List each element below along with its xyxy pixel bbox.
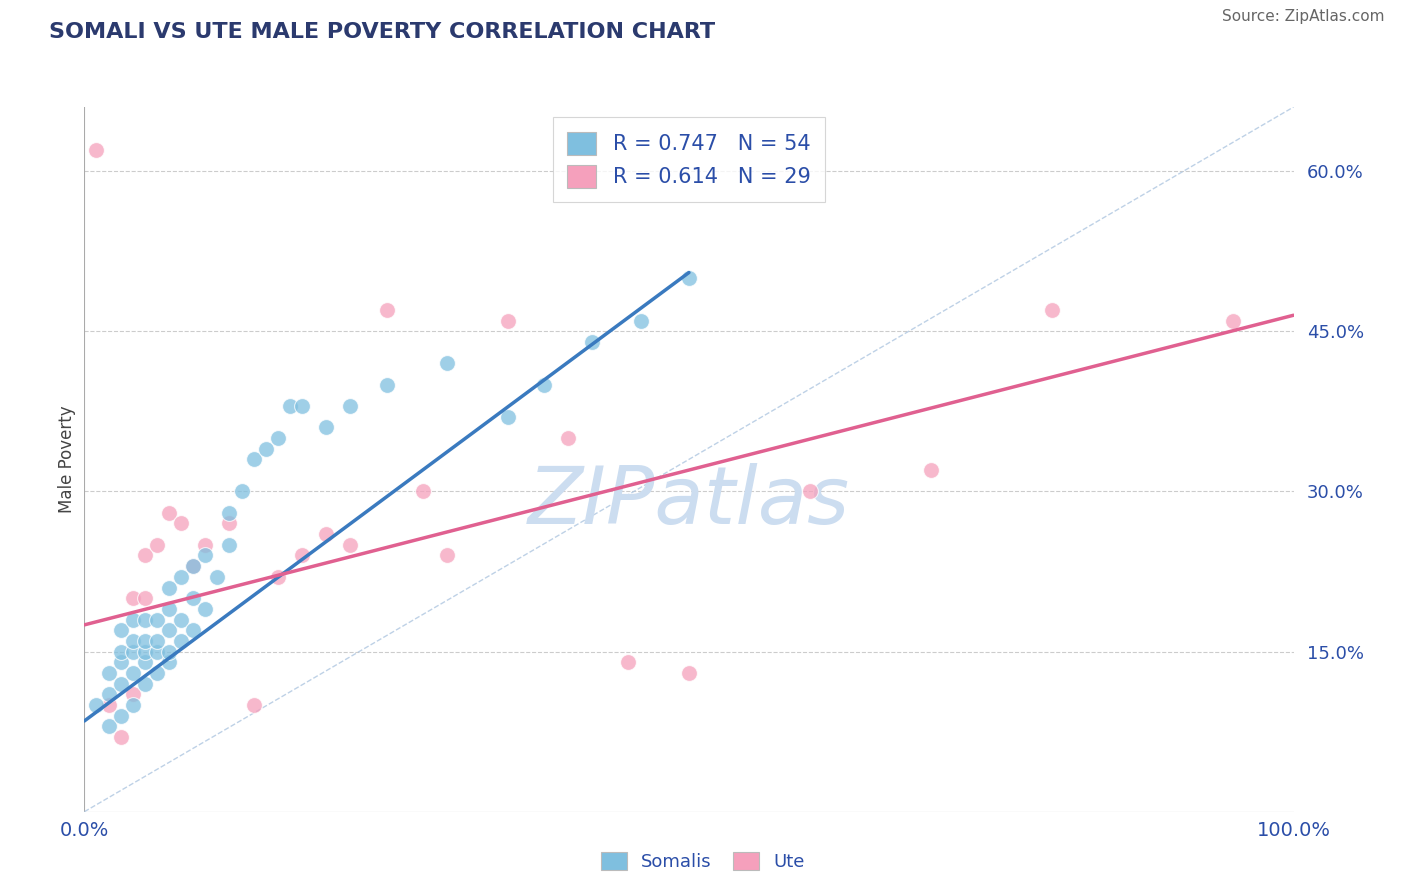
Point — [134, 549, 156, 563]
Point — [278, 399, 301, 413]
Point — [170, 516, 193, 531]
Point — [181, 559, 204, 574]
Point — [436, 549, 458, 563]
Point — [110, 655, 132, 669]
Point — [134, 591, 156, 606]
Point — [110, 644, 132, 658]
Point — [291, 549, 314, 563]
Point — [146, 633, 169, 648]
Point — [134, 613, 156, 627]
Point — [412, 484, 434, 499]
Point — [581, 334, 603, 349]
Point — [375, 302, 398, 317]
Point — [157, 581, 180, 595]
Point — [121, 644, 143, 658]
Point — [134, 644, 156, 658]
Point — [86, 143, 108, 157]
Legend: Somalis, Ute: Somalis, Ute — [595, 845, 811, 879]
Point — [146, 665, 169, 680]
Point — [799, 484, 821, 499]
Point — [630, 313, 652, 327]
Point — [121, 613, 143, 627]
Y-axis label: Male Poverty: Male Poverty — [58, 406, 76, 513]
Point — [181, 624, 204, 638]
Point — [617, 655, 640, 669]
Text: SOMALI VS UTE MALE POVERTY CORRELATION CHART: SOMALI VS UTE MALE POVERTY CORRELATION C… — [49, 22, 716, 42]
Point — [97, 698, 120, 712]
Point — [315, 420, 337, 434]
Point — [121, 687, 143, 701]
Point — [557, 431, 579, 445]
Point — [121, 633, 143, 648]
Point — [121, 591, 143, 606]
Point — [291, 399, 314, 413]
Point — [218, 506, 240, 520]
Point — [254, 442, 277, 456]
Point — [207, 570, 229, 584]
Point — [86, 698, 108, 712]
Point — [339, 538, 361, 552]
Point — [267, 570, 290, 584]
Point — [533, 377, 555, 392]
Point — [678, 665, 700, 680]
Text: ZIPatlas: ZIPatlas — [527, 463, 851, 541]
Point — [97, 719, 120, 733]
Point — [157, 506, 180, 520]
Point — [181, 591, 204, 606]
Point — [97, 687, 120, 701]
Point — [170, 633, 193, 648]
Point — [157, 644, 180, 658]
Text: Source: ZipAtlas.com: Source: ZipAtlas.com — [1222, 9, 1385, 24]
Point — [496, 409, 519, 424]
Point — [146, 644, 169, 658]
Point — [97, 665, 120, 680]
Point — [267, 431, 290, 445]
Point — [134, 633, 156, 648]
Point — [121, 665, 143, 680]
Point — [678, 271, 700, 285]
Point — [194, 549, 217, 563]
Point — [157, 602, 180, 616]
Point — [315, 527, 337, 541]
Point — [170, 613, 193, 627]
Point — [134, 655, 156, 669]
Point — [110, 708, 132, 723]
Point — [194, 538, 217, 552]
Point — [194, 602, 217, 616]
Point — [110, 676, 132, 690]
Point — [920, 463, 942, 477]
Point — [375, 377, 398, 392]
Point — [170, 570, 193, 584]
Point — [339, 399, 361, 413]
Point — [134, 676, 156, 690]
Point — [146, 538, 169, 552]
Point — [242, 698, 264, 712]
Point — [436, 356, 458, 370]
Point — [1040, 302, 1063, 317]
Point — [157, 624, 180, 638]
Point — [1222, 313, 1244, 327]
Point — [242, 452, 264, 467]
Point — [146, 613, 169, 627]
Point — [496, 313, 519, 327]
Point — [181, 559, 204, 574]
Point — [231, 484, 253, 499]
Point — [218, 538, 240, 552]
Point — [157, 655, 180, 669]
Legend: R = 0.747   N = 54, R = 0.614   N = 29: R = 0.747 N = 54, R = 0.614 N = 29 — [553, 118, 825, 202]
Point — [218, 516, 240, 531]
Point — [110, 730, 132, 744]
Point — [110, 624, 132, 638]
Point — [121, 698, 143, 712]
